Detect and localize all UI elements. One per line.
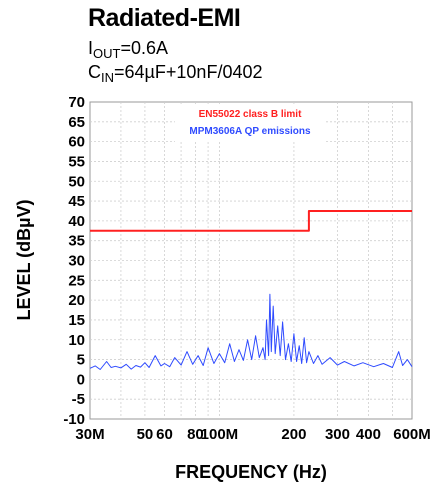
x-axis-label: FREQUENCY (Hz): [175, 462, 327, 482]
y-tick-label: 70: [68, 94, 85, 111]
limit-line-series: [90, 210, 412, 232]
y-tick-label: 55: [68, 153, 85, 170]
y-tick-label: 60: [68, 134, 85, 151]
subtitle-cin-main: C: [88, 62, 101, 82]
x-tick-label: 200: [281, 426, 306, 443]
subtitle-iout-sub: OUT: [93, 46, 121, 61]
legend: EN55022 class B limit MPM3606A QP emissio…: [175, 104, 325, 142]
x-tick-label: 50: [137, 426, 154, 443]
y-tick-label: 30: [68, 253, 85, 270]
y-tick-label: 65: [68, 114, 85, 131]
x-tick-label: 30M: [75, 426, 104, 443]
y-tick-label: 0: [77, 371, 85, 388]
subtitle-iout-main: I: [88, 38, 94, 58]
subtitle-iout-rest: =0.6A: [120, 38, 169, 58]
legend-item-limit: EN55022 class B limit: [199, 109, 303, 120]
x-tick-label: 60: [156, 426, 173, 443]
chart-subtitle-cin: CIN=64µF+10nF/0402: [88, 62, 262, 85]
x-tick-label: 100M: [201, 426, 239, 443]
x-tick-label: 600M: [393, 426, 431, 443]
y-tick-label: 50: [68, 173, 85, 190]
y-tick-label: -10: [63, 411, 85, 428]
y-axis-label: LEVEL (dBµV): [14, 199, 34, 320]
chart-title: Radiated-EMI: [88, 4, 241, 32]
subtitle-cin-rest: =64µF+10nF/0402: [114, 62, 263, 82]
subtitle-cin-sub: IN: [101, 70, 114, 85]
y-tick-label: 25: [68, 272, 85, 289]
y-tick-label: 10: [68, 332, 85, 349]
chart-subtitle-iout: IOUT=0.6A: [88, 38, 168, 61]
y-tick-label: 20: [68, 292, 85, 309]
y-tick-label: 5: [77, 352, 85, 369]
emissions-series: [89, 293, 413, 370]
x-tick-label: 400: [356, 426, 381, 443]
y-tick-label: 35: [68, 233, 85, 250]
x-tick-label: 80: [187, 426, 204, 443]
y-tick-label: 45: [68, 193, 85, 210]
legend-box: [175, 104, 325, 142]
y-tick-label: 15: [68, 312, 85, 329]
series-layer: [89, 210, 413, 370]
y-tick-label: 40: [68, 213, 85, 230]
y-tick-label: -5: [72, 391, 85, 408]
x-tick-label: 300: [325, 426, 350, 443]
legend-item-emissions: MPM3606A QP emissions: [189, 126, 311, 137]
